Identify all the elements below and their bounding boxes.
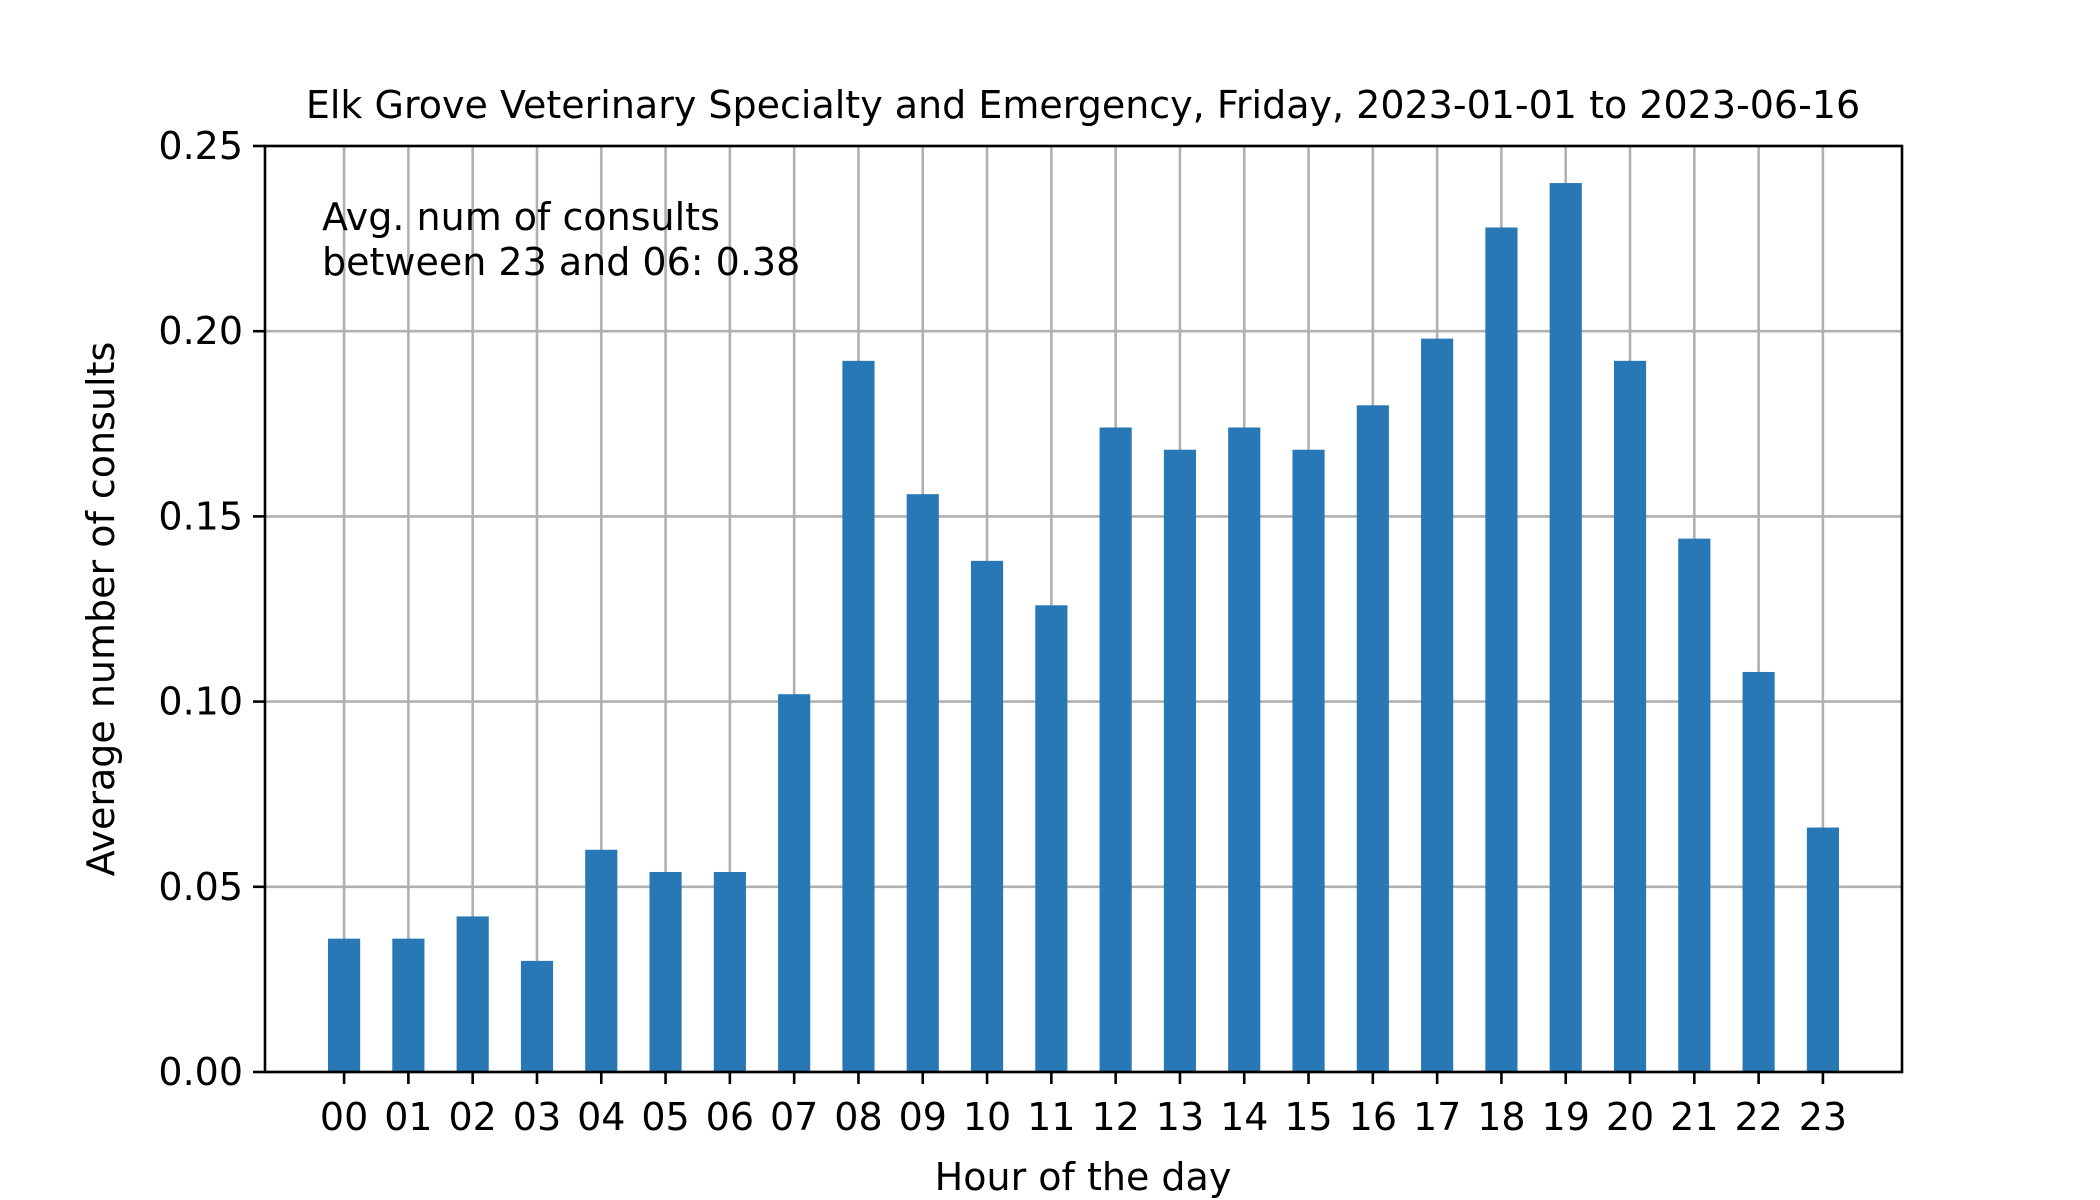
x-tick-label-17: 17 [1413, 1095, 1461, 1139]
bar-09 [906, 494, 939, 1072]
x-tick-label-15: 15 [1284, 1095, 1332, 1139]
x-tick-label-07: 07 [770, 1095, 818, 1139]
annotation-line-2: between 23 and 06: 0.38 [322, 240, 800, 284]
bar-17 [1421, 338, 1454, 1072]
x-tick-label-10: 10 [963, 1095, 1011, 1139]
bar-08 [842, 360, 875, 1072]
bar-07 [778, 694, 811, 1072]
x-tick-label-01: 01 [384, 1095, 432, 1139]
x-axis-label: Hour of the day [935, 1155, 1232, 1199]
y-axis-label: Average number of consults [79, 342, 123, 877]
x-tick-label-03: 03 [513, 1095, 561, 1139]
x-tick-label-14: 14 [1220, 1095, 1268, 1139]
bar-00 [328, 938, 361, 1072]
x-tick-label-12: 12 [1091, 1095, 1139, 1139]
x-tick-label-13: 13 [1156, 1095, 1204, 1139]
bar-16 [1356, 405, 1389, 1072]
y-tick-label-0.20: 0.20 [158, 309, 243, 353]
bar-19 [1549, 183, 1582, 1073]
y-tick-label-0.05: 0.05 [158, 865, 243, 909]
bar-02 [456, 916, 489, 1072]
x-tick-label-08: 08 [834, 1095, 882, 1139]
bar-12 [1099, 427, 1132, 1072]
bar-15 [1292, 449, 1325, 1072]
x-tick-label-09: 09 [899, 1095, 947, 1139]
y-tick-label-0.10: 0.10 [158, 680, 243, 724]
bar-20 [1613, 360, 1647, 1072]
bar-13 [1163, 449, 1197, 1072]
bar-14 [1228, 427, 1261, 1072]
chart-title: Elk Grove Veterinary Specialty and Emerg… [306, 83, 1860, 127]
y-axis-ticks: 0.00 0.05 0.10 0.15 0.20 0.25 [158, 124, 265, 1094]
x-tick-label-20: 20 [1606, 1095, 1654, 1139]
bar-01 [392, 938, 425, 1072]
bars [328, 183, 1839, 1073]
x-tick-label-18: 18 [1477, 1095, 1525, 1139]
x-tick-label-11: 11 [1027, 1095, 1075, 1139]
bar-22 [1742, 671, 1775, 1072]
x-tick-label-23: 23 [1799, 1095, 1847, 1139]
y-tick-label-0.15: 0.15 [158, 494, 243, 538]
x-tick-label-21: 21 [1670, 1095, 1718, 1139]
bar-03 [520, 960, 554, 1072]
x-tick-label-16: 16 [1349, 1095, 1397, 1139]
x-tick-label-06: 06 [706, 1095, 754, 1139]
bar-05 [649, 871, 682, 1072]
x-tick-label-19: 19 [1542, 1095, 1590, 1139]
bar-21 [1678, 538, 1711, 1072]
bar-06 [713, 871, 746, 1072]
x-tick-label-04: 04 [577, 1095, 625, 1139]
bar-18 [1485, 227, 1518, 1072]
bar-23 [1806, 827, 1839, 1072]
x-tick-label-00: 00 [320, 1095, 368, 1139]
y-tick-label-0.00: 0.00 [158, 1050, 243, 1094]
bar-11 [1035, 605, 1068, 1072]
x-tick-label-02: 02 [448, 1095, 496, 1139]
y-tick-label-0.25: 0.25 [158, 124, 243, 168]
x-tick-label-22: 22 [1734, 1095, 1782, 1139]
annotation-line-1: Avg. num of consults [322, 195, 720, 239]
plot-frame [263, 144, 1904, 1074]
bar-04 [585, 849, 618, 1072]
x-axis-ticks: 00 01 02 03 04 05 06 07 08 09 10 11 12 13 14 15 16 17 18 19… [320, 1072, 1847, 1139]
x-tick-label-05: 05 [641, 1095, 689, 1139]
bar-10 [970, 560, 1004, 1072]
